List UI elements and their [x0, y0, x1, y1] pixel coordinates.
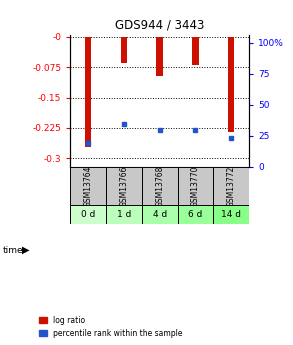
Bar — [213, 205, 249, 224]
Text: GSM13768: GSM13768 — [155, 165, 164, 207]
Text: ▶: ▶ — [22, 245, 30, 255]
Bar — [70, 205, 106, 224]
Bar — [192, 37, 199, 65]
Text: GSM13772: GSM13772 — [227, 165, 236, 207]
Bar — [213, 167, 249, 205]
Bar — [106, 205, 142, 224]
Text: 1 d: 1 d — [117, 210, 131, 219]
Bar — [156, 37, 163, 76]
Text: GSM13770: GSM13770 — [191, 165, 200, 207]
Text: GSM13766: GSM13766 — [120, 165, 128, 207]
Bar — [142, 205, 178, 224]
Text: 6 d: 6 d — [188, 210, 203, 219]
Bar — [178, 167, 213, 205]
Bar — [106, 167, 142, 205]
Text: 14 d: 14 d — [221, 210, 241, 219]
Text: 4 d: 4 d — [153, 210, 167, 219]
Text: time: time — [3, 246, 23, 255]
Text: 0 d: 0 d — [81, 210, 96, 219]
Bar — [85, 37, 91, 147]
Bar — [178, 205, 213, 224]
Bar — [228, 37, 234, 132]
Text: GSM13764: GSM13764 — [84, 165, 93, 207]
Bar — [70, 167, 106, 205]
Bar — [142, 167, 178, 205]
Legend: log ratio, percentile rank within the sample: log ratio, percentile rank within the sa… — [39, 316, 182, 338]
Title: GDS944 / 3443: GDS944 / 3443 — [115, 19, 205, 32]
Bar — [121, 37, 127, 63]
